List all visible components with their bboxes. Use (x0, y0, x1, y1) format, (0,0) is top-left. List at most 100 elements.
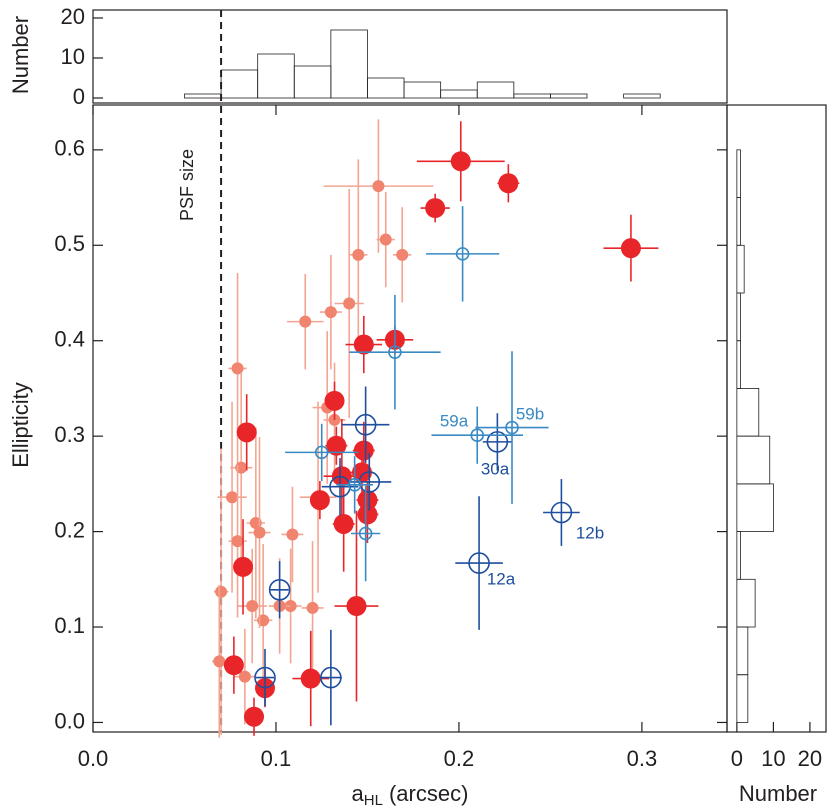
annotation: 30a (481, 459, 510, 478)
hist-bar (330, 29, 368, 99)
point (353, 440, 374, 461)
y-tick-label: 0.5 (54, 231, 85, 256)
point (468, 552, 490, 574)
hist-bar (513, 93, 551, 99)
hist-bar (403, 81, 442, 99)
point (333, 513, 354, 534)
point (320, 666, 342, 689)
point (358, 526, 373, 541)
point (388, 345, 402, 359)
x-tick-label: 0.2 (444, 746, 475, 771)
point (286, 528, 299, 541)
hist-bar (257, 53, 295, 99)
point (351, 462, 372, 483)
point (372, 180, 385, 193)
point (620, 238, 641, 259)
top-frame (92, 9, 728, 104)
point (346, 596, 367, 617)
hist-bar (736, 388, 760, 437)
hist-bar (736, 483, 774, 532)
point (309, 490, 330, 511)
x-label-unit: (arcsec) (389, 781, 468, 806)
y-tick-label: 0.2 (54, 517, 85, 542)
hist-bar (736, 674, 749, 723)
point (314, 445, 329, 460)
point (213, 655, 226, 668)
point (231, 362, 244, 375)
point (223, 655, 244, 676)
y-tick-label: 0.3 (54, 422, 85, 447)
hist-bar (736, 626, 749, 676)
point (306, 601, 319, 614)
point (324, 306, 337, 319)
top-y-tick-label: 0 (73, 84, 85, 109)
y-tick-label: 0.4 (54, 327, 85, 352)
point (498, 173, 519, 194)
hist-bar (736, 197, 741, 246)
right-x-tick-label: 0 (731, 746, 743, 771)
hist-bar (736, 244, 745, 294)
x-axis-label: aHL (arcsec) (352, 781, 469, 809)
annotation: 12a (487, 569, 516, 588)
point (236, 422, 257, 443)
point (253, 526, 266, 539)
point (396, 248, 409, 261)
hist-bar (367, 77, 405, 99)
top-y-label: Number (8, 16, 33, 94)
point (231, 535, 244, 548)
right-x-tick-label: 10 (761, 746, 785, 771)
point (455, 247, 470, 261)
annotation: 59b (516, 404, 544, 423)
point (246, 600, 259, 613)
hist-bar (440, 89, 478, 99)
top-y-tick-label: 10 (61, 44, 85, 69)
x-label-main: a (352, 781, 365, 806)
point (354, 413, 377, 436)
psf-label: PSF size (177, 149, 197, 221)
point (329, 475, 351, 498)
annotation: 59a (440, 411, 469, 430)
hist-bar (736, 340, 741, 389)
point (470, 428, 485, 443)
y-tick-label: 0.0 (54, 708, 85, 733)
point (352, 248, 365, 261)
hist-bar (476, 81, 515, 99)
point (550, 501, 573, 524)
y-tick-label: 0.6 (54, 136, 85, 161)
point (254, 666, 276, 689)
y-axis-label: Ellipticity (8, 382, 33, 468)
point (505, 420, 519, 435)
y-tick-label: 0.1 (54, 613, 85, 638)
point (425, 198, 446, 219)
point (450, 151, 471, 172)
top-y-tick-label: 20 (61, 4, 85, 29)
x-tick-label: 0.0 (78, 746, 109, 771)
hist-bar (736, 435, 771, 485)
right-frame (726, 104, 827, 733)
point (226, 491, 239, 504)
hist-bar (184, 93, 222, 99)
x-tick-label: 0.3 (627, 746, 658, 771)
point (238, 670, 251, 683)
point (233, 556, 254, 577)
point (347, 478, 362, 492)
hist-bar (220, 69, 259, 99)
x-tick-label: 0.1 (261, 746, 292, 771)
hist-bar (736, 149, 741, 198)
hist-bar (736, 292, 741, 342)
point (215, 585, 228, 598)
point (379, 233, 392, 246)
point (268, 579, 291, 601)
right-x-tick-label: 20 (798, 746, 822, 771)
point (353, 334, 374, 355)
point (299, 315, 312, 328)
hist-bar (293, 65, 332, 99)
point (357, 504, 378, 525)
annotation: 12b (576, 523, 604, 542)
point (244, 706, 265, 727)
x-label-sub: HL (364, 792, 383, 809)
hist-bar (736, 578, 756, 628)
hist-bar (550, 93, 588, 99)
point (300, 668, 321, 689)
